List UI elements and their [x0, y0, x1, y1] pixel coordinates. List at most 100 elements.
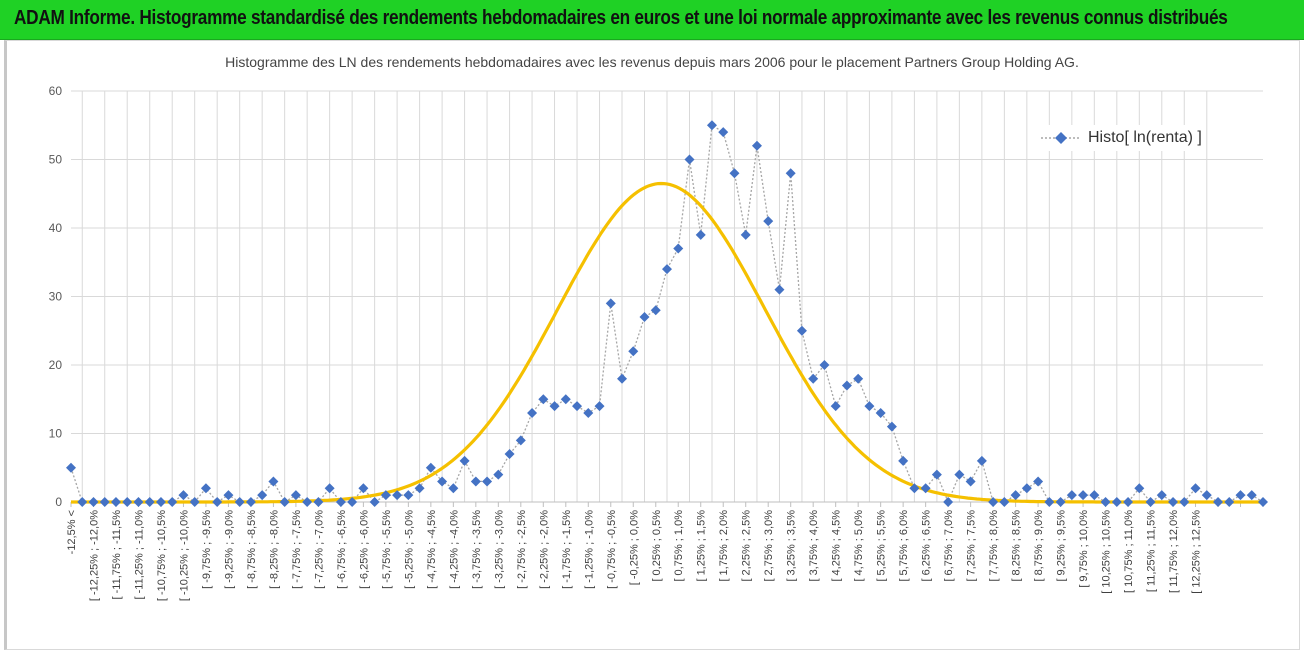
x-tick-label: [ 10,25% ; 10,5%	[1101, 510, 1113, 594]
data-point	[1168, 497, 1179, 507]
data-point	[673, 243, 684, 254]
data-point	[943, 497, 954, 507]
x-tick-label: [ 1,75% ; 2,0%	[718, 510, 730, 582]
data-point	[954, 469, 965, 480]
data-point	[234, 497, 245, 507]
data-point	[875, 407, 886, 418]
data-point	[976, 455, 987, 466]
data-point	[245, 497, 256, 507]
data-point	[403, 490, 414, 501]
data-point	[1044, 497, 1055, 507]
x-tick-label: [ 5,75% ; 6,0%	[898, 510, 910, 582]
data-point	[178, 490, 189, 501]
data-point	[1010, 490, 1021, 501]
data-point	[1156, 490, 1167, 501]
data-point	[695, 229, 706, 240]
x-tick-label: [ -6,25% ; -6,0%	[358, 510, 370, 589]
x-tick-label: [ 7,25% ; 7,5%	[966, 510, 978, 582]
x-tick-label: [ -1,75% ; -1,5%	[561, 510, 573, 589]
data-point	[1213, 497, 1224, 507]
x-tick-label: [ -10,25% ; -10,0%	[178, 510, 190, 601]
legend-label: Histo[ ln(renta) ]	[1088, 129, 1202, 146]
x-tick-label: -12,5% <	[66, 510, 78, 554]
x-tick-label: [ -5,25% ; -5,0%	[403, 510, 415, 589]
x-tick-label: [ -4,75% ; -4,5%	[426, 510, 438, 589]
data-point	[718, 127, 729, 138]
x-tick-label: [ -11,75% ; -11,5%	[111, 510, 123, 600]
data-point	[763, 216, 774, 227]
y-tick-label: 10	[49, 427, 63, 441]
y-tick-label: 0	[55, 495, 62, 509]
x-tick-label: [ 1,25% ; 1,5%	[696, 510, 708, 582]
chart-title: Histogramme des LN des rendements hebdom…	[225, 54, 1079, 70]
data-point	[774, 284, 785, 295]
data-point	[662, 264, 672, 275]
data-point	[853, 373, 864, 384]
data-point	[819, 360, 830, 370]
y-tick-label: 50	[49, 153, 63, 167]
data-point	[988, 497, 999, 507]
x-tick-label: [ 9,75% ; 10,0%	[1078, 510, 1090, 588]
data-point	[470, 476, 481, 487]
x-tick-label: [ -5,75% ; -5,5%	[381, 510, 393, 589]
x-tick-label: [ 7,75% ; 8,0%	[988, 510, 1000, 582]
data-point	[392, 490, 403, 501]
data-point	[335, 497, 346, 507]
data-point	[1201, 490, 1212, 501]
x-tick-label: [ 4,25% ; 4,5%	[831, 510, 843, 582]
x-tick-label: [ 9,25% ; 9,5%	[1056, 510, 1068, 582]
data-point	[144, 497, 155, 507]
data-point	[808, 373, 819, 384]
x-tick-label: [ 11,25% ; 11,5%	[1146, 510, 1158, 592]
legend: Histo[ ln(renta) ]	[1040, 125, 1202, 151]
data-point	[549, 401, 560, 412]
data-point	[920, 483, 931, 494]
data-point	[583, 407, 594, 418]
x-tick-label: [ 10,75% ; 11,0%	[1123, 510, 1135, 593]
x-tick-label: [ -10,75% ; -10,5%	[156, 510, 168, 601]
data-point	[1190, 483, 1201, 494]
data-point	[257, 490, 268, 501]
data-point	[290, 490, 301, 501]
x-tick-label: [ 0,75% ; 1,0%	[673, 510, 685, 582]
data-point	[1235, 490, 1246, 501]
data-point	[706, 120, 717, 131]
data-point	[1246, 490, 1257, 501]
x-tick-label: [ 3,75% ; 4,0%	[808, 510, 820, 582]
x-tick-label: [ 4,75% ; 5,0%	[853, 510, 865, 582]
data-point	[133, 497, 144, 507]
data-point	[66, 462, 76, 473]
x-tick-label: [ -1,25% ; -1,0%	[583, 510, 595, 589]
data-point	[459, 455, 470, 466]
y-tick-label: 40	[49, 221, 63, 235]
data-point	[212, 497, 223, 507]
data-point	[77, 497, 88, 507]
data-point	[830, 401, 841, 412]
data-point	[1021, 483, 1032, 494]
x-tick-label: [ -2,25% ; -2,0%	[538, 510, 550, 589]
header-title: ADAM Informe. Histogramme standardisé de…	[14, 7, 1228, 29]
data-point	[751, 140, 762, 151]
x-tick-label: [ 6,25% ; 6,5%	[921, 510, 933, 582]
x-tick-label: [ 12,25% ; 12,5%	[1191, 510, 1203, 594]
data-point	[1078, 490, 1089, 501]
x-tick-label: [ -8,25% ; -8,0%	[268, 510, 280, 589]
data-point	[1224, 497, 1235, 507]
data-point	[1258, 497, 1268, 507]
x-tick-label: [ -4,25% ; -4,0%	[448, 510, 460, 589]
data-point	[886, 421, 897, 432]
x-tick-label: [ 3,25% ; 3,5%	[786, 510, 798, 582]
data-point	[155, 497, 166, 507]
x-tick-label: [ 2,75% ; 3,0%	[763, 510, 775, 582]
data-point	[1145, 497, 1156, 507]
data-point	[898, 455, 909, 466]
data-point	[324, 483, 335, 494]
data-point	[841, 380, 852, 391]
data-point	[785, 168, 796, 179]
data-point	[302, 497, 313, 507]
data-point	[1111, 497, 1122, 507]
data-point	[740, 229, 751, 240]
x-tick-label: [ 8,75% ; 9,0%	[1033, 510, 1045, 582]
x-tick-label: [ 8,25% ; 8,5%	[1011, 510, 1023, 582]
data-point	[729, 168, 740, 179]
